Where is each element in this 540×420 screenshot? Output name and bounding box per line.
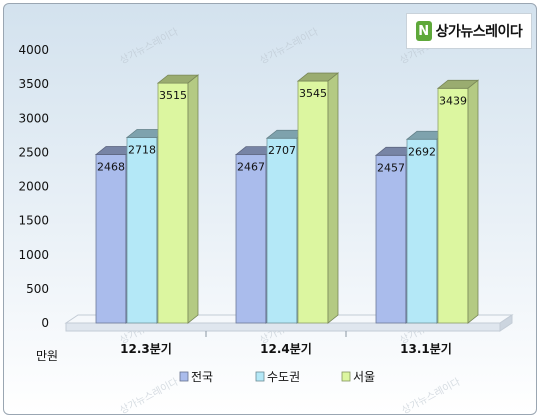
- bar-chart: 상가뉴스레이다상가뉴스레이다상가뉴스레이다상가뉴스레이다상가뉴스레이다상가뉴스레…: [18, 26, 514, 414]
- legend-swatch: [255, 371, 265, 382]
- legend-item: 전국: [179, 370, 213, 384]
- y-tick-label: 2000: [18, 180, 49, 194]
- bar: [296, 72, 340, 324]
- x-tick-label: 13.1분기: [400, 341, 452, 356]
- legend-item: 수도권: [255, 370, 300, 384]
- y-axis: 0 500 1000 1500 2000 2500 3000 3500 4000: [18, 43, 49, 330]
- bar-front: [297, 80, 329, 324]
- data-label: 2692: [408, 145, 436, 158]
- floor-side: [499, 314, 513, 332]
- bar-front: [235, 154, 267, 324]
- watermark-text: 상가뉴스레이다: [258, 26, 321, 67]
- legend-label: 전국: [191, 370, 213, 384]
- data-label: 2468: [97, 161, 125, 174]
- y-tick-label: 3500: [18, 77, 49, 91]
- x-tick-label: 12.3분기: [120, 341, 172, 356]
- bar-front: [126, 137, 158, 324]
- x-tick-label: 12.4분기: [260, 341, 312, 356]
- logo-mark-icon: N: [415, 21, 432, 41]
- legend-swatch: [179, 371, 189, 382]
- y-tick-label: 3000: [18, 111, 49, 125]
- y-tick-label: 2500: [18, 145, 49, 159]
- data-label: 3515: [159, 89, 187, 102]
- data-label: 2467: [237, 161, 265, 174]
- legend-label: 서울: [353, 370, 375, 384]
- logo: N 상가뉴스레이다: [406, 13, 532, 49]
- data-label: 2457: [377, 161, 405, 174]
- bar-front: [95, 154, 127, 324]
- watermark-text: 상가뉴스레이다: [118, 26, 181, 67]
- y-tick-label: 500: [26, 282, 49, 296]
- bar-side: [467, 79, 479, 324]
- watermark-text: 상가뉴스레이다: [400, 376, 463, 414]
- bar: [156, 74, 200, 324]
- bar-side: [327, 72, 339, 324]
- floor-front: [65, 322, 501, 332]
- x-axis: 12.3분기 12.4분기 13.1분기: [120, 341, 452, 356]
- logo-text: 상가뉴스레이다: [435, 24, 523, 40]
- y-tick-label: 0: [41, 316, 49, 330]
- bar-side: [187, 74, 199, 324]
- chart-frame: 상가뉴스레이다상가뉴스레이다상가뉴스레이다상가뉴스레이다상가뉴스레이다상가뉴스레…: [3, 3, 537, 415]
- bar-front: [266, 137, 298, 324]
- legend: 전국 수도권 서울: [179, 370, 375, 384]
- legend-item: 서울: [341, 370, 375, 384]
- data-label: 3545: [299, 87, 327, 100]
- y-tick-label: 1500: [18, 214, 49, 228]
- data-label: 2718: [128, 143, 156, 156]
- bar-front: [406, 138, 438, 324]
- legend-swatch: [341, 371, 351, 382]
- bar: [436, 79, 480, 324]
- unit-label: 만원: [36, 349, 58, 363]
- bar-front: [375, 154, 407, 324]
- y-tick-label: 4000: [18, 43, 49, 57]
- legend-label: 수도권: [267, 370, 300, 384]
- bars: [94, 72, 480, 324]
- data-label: 3439: [439, 94, 467, 107]
- bar-front: [157, 82, 189, 324]
- watermark-text: 상가뉴스레이다: [118, 376, 181, 414]
- data-label: 2707: [268, 144, 296, 157]
- y-tick-label: 1000: [18, 248, 49, 262]
- bar-front: [437, 87, 469, 324]
